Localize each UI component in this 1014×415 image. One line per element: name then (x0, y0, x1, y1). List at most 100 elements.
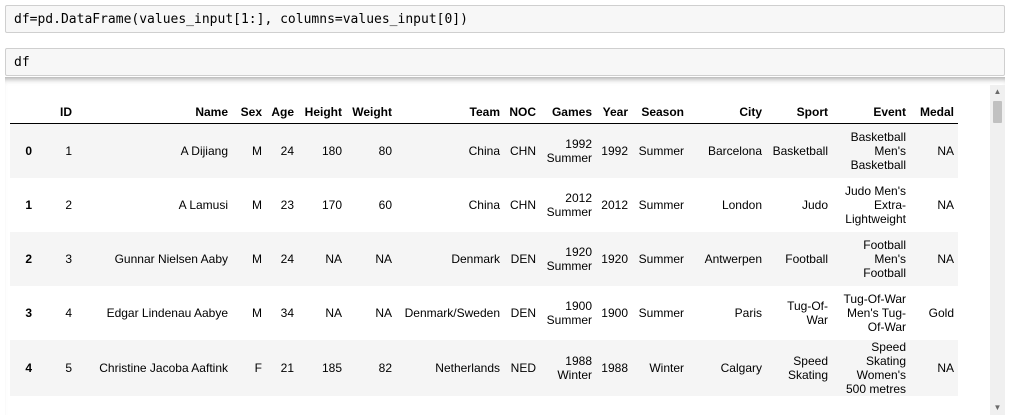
cell-year: 1900 (601, 305, 628, 320)
cell-name: A Dijiang (180, 143, 228, 158)
cell-age: 21 (280, 360, 294, 375)
cell-season: Summer (638, 251, 684, 266)
cell-sport: Basketball (772, 143, 828, 158)
column-header-event: Event (832, 94, 910, 124)
cell-name: Gunnar Nielsen Aaby (114, 251, 228, 266)
triangle-down-icon[interactable]: ▼ (993, 403, 1002, 412)
cell-event: Basketball Men's Basketball (850, 129, 906, 172)
cell-sex: M (252, 197, 262, 212)
column-header-name: Name (76, 94, 232, 124)
column-header-weight: Weight (346, 94, 396, 124)
column-header-team: Team (396, 94, 504, 124)
cell-sex: M (252, 251, 262, 266)
cell-height: 185 (321, 360, 342, 375)
column-header-id: ID (40, 94, 76, 124)
column-header-city: City (688, 94, 766, 124)
cell-age: 24 (280, 251, 294, 266)
cell-medal: Gold (928, 305, 954, 320)
cell-medal: NA (937, 251, 954, 266)
cell-age: 24 (280, 143, 294, 158)
cell-season: Summer (638, 197, 684, 212)
table-row: 2 3 Gunnar Nielsen Aaby M 24 NA NA Denma… (10, 231, 958, 286)
cell-height: 180 (321, 143, 342, 158)
table-row: 1 2 A Lamusi M 23 170 60 China CHN 2012 … (10, 178, 958, 232)
cell-year: 2012 (601, 197, 628, 212)
column-header-sex: Sex (232, 94, 266, 124)
cell-team: Denmark (451, 251, 500, 266)
scrollbar-thumb[interactable] (993, 101, 1002, 123)
column-header-height: Height (298, 94, 346, 124)
table-row: 3 4 Edgar Lindenau Aabye M 34 NA NA Denm… (10, 286, 958, 340)
cell-team: China (468, 143, 500, 158)
cell-team: China (468, 197, 500, 212)
cell-medal: NA (937, 197, 954, 212)
cell-noc: CHN (510, 197, 536, 212)
cell-games: 1992 Summer (546, 136, 592, 165)
cell-team: Netherlands (435, 360, 500, 375)
cell-city: Calgary (720, 360, 762, 375)
cell-games: 2012 Summer (546, 190, 592, 219)
cell-city: Barcelona (707, 143, 762, 158)
cell-games: 1900 Summer (546, 298, 592, 327)
cell-sex: M (252, 143, 262, 158)
cell-team: Denmark/Sweden (404, 305, 500, 320)
cell-sport: Speed Skating (787, 353, 828, 382)
column-header-season: Season (632, 94, 688, 124)
cell-id: 1 (65, 143, 72, 158)
cell-age: 34 (280, 305, 294, 320)
cell-city: London (721, 197, 762, 212)
cell-id: 2 (65, 197, 72, 212)
cell-sport: Football (785, 251, 828, 266)
cell-id: 3 (65, 251, 72, 266)
cell-name: Christine Jacoba Aaftink (99, 360, 228, 375)
cell-weight: NA (375, 251, 392, 266)
cell-event: Speed Skating Women's 500 metres (845, 339, 906, 396)
cell-height: NA (325, 305, 342, 320)
code-cell-input[interactable]: df (5, 48, 1005, 76)
cell-event: Football Men's Football (863, 237, 906, 280)
dataframe-output[interactable]: ID Name Sex Age Height Weight Team NOC G… (5, 77, 1005, 415)
row-index: 1 (25, 197, 32, 212)
cell-weight: 82 (378, 360, 392, 375)
table-header-row: ID Name Sex Age Height Weight Team NOC G… (10, 94, 958, 124)
column-header-games: Games (540, 94, 596, 124)
column-header-age: Age (266, 94, 298, 124)
cell-id: 4 (65, 305, 72, 320)
cell-event: Tug-Of-War Men's Tug-Of-War (843, 291, 906, 334)
cell-sport: Judo (801, 197, 828, 212)
cell-games: 1988 Winter (557, 353, 592, 382)
cell-year: 1992 (601, 143, 628, 158)
cell-sport: Tug-Of-War (787, 298, 828, 327)
column-header-index (10, 94, 40, 124)
cell-medal: NA (937, 360, 954, 375)
column-header-noc: NOC (504, 94, 540, 124)
cell-id: 5 (65, 360, 72, 375)
cell-event: Judo Men's Extra-Lightweight (845, 183, 906, 226)
cell-sex: F (254, 360, 262, 375)
cell-year: 1920 (601, 251, 628, 266)
column-header-sport: Sport (766, 94, 832, 124)
vertical-scrollbar[interactable]: ▲ ▼ (990, 85, 1005, 415)
row-index: 4 (25, 360, 32, 375)
cell-noc: CHN (510, 143, 536, 158)
column-header-medal: Medal (910, 94, 958, 124)
cell-year: 1988 (601, 360, 628, 375)
code-cell-input[interactable]: df=pd.DataFrame(values_input[1:], column… (5, 5, 1005, 33)
cell-season: Winter (649, 360, 684, 375)
cell-medal: NA (937, 143, 954, 158)
table-row: 4 5 Christine Jacoba Aaftink F 21 185 82… (10, 339, 958, 396)
cell-noc: DEN (510, 251, 536, 266)
cell-weight: 60 (378, 197, 392, 212)
row-index: 2 (25, 251, 32, 266)
cell-noc: NED (510, 360, 536, 375)
dataframe-table: ID Name Sex Age Height Weight Team NOC G… (10, 94, 958, 396)
triangle-up-icon[interactable]: ▲ (993, 87, 1002, 96)
column-header-year: Year (596, 94, 632, 124)
cell-season: Summer (638, 305, 684, 320)
cell-games: 1920 Summer (546, 244, 592, 273)
cell-name: Edgar Lindenau Aabye (106, 305, 228, 320)
cell-sex: M (252, 305, 262, 320)
cell-name: A Lamusi (178, 197, 228, 212)
table-row: 0 1 A Dijiang M 24 180 80 China CHN 1992… (10, 123, 958, 178)
cell-height: 170 (321, 197, 342, 212)
